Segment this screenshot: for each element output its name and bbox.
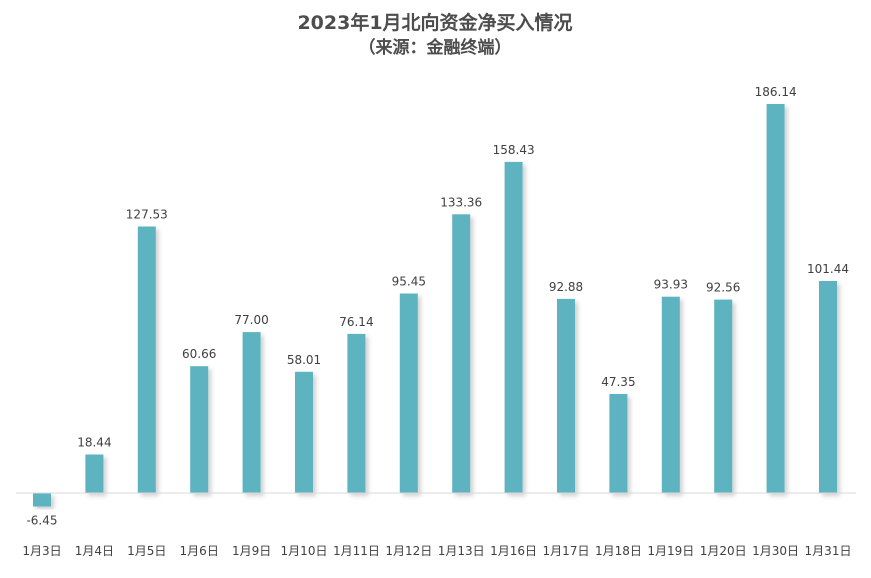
value-label-1月12日: 95.45 bbox=[392, 275, 426, 289]
bar-1月17日 bbox=[557, 298, 575, 493]
value-label-1月18日: 47.35 bbox=[601, 375, 635, 389]
value-label-1月17日: 92.88 bbox=[549, 280, 583, 294]
value-label-1月11日: 76.14 bbox=[339, 315, 373, 329]
chart-subtitle: （来源：金融终端） bbox=[359, 37, 512, 58]
x-tick-labels-group: 1月3日 1月4日 1月5日 1月6日 1月9日 1月10日 1月11日 1月12日 1月13日… bbox=[22, 544, 851, 558]
bar-1月16日 bbox=[504, 161, 523, 493]
value-label-1月30日: 186.14 bbox=[755, 85, 797, 99]
x-tick-label-1月9日: 1月9日 bbox=[232, 544, 271, 558]
chart-title: 2023年1月北向资金净买入情况 bbox=[297, 11, 572, 34]
x-tick-label-1月16日: 1月16日 bbox=[490, 544, 537, 558]
bar-1月11日 bbox=[347, 333, 366, 493]
bar-1月30日 bbox=[766, 104, 785, 493]
bar-1月5日 bbox=[137, 226, 156, 493]
bars-group bbox=[33, 104, 837, 507]
bar-1月12日 bbox=[399, 293, 418, 493]
bar-1月20日 bbox=[714, 299, 733, 493]
x-tick-label-1月30日: 1月30日 bbox=[752, 544, 799, 558]
bar-1月19日 bbox=[661, 296, 680, 493]
x-tick-label-1月18日: 1月18日 bbox=[595, 544, 642, 558]
value-label-1月20日: 92.56 bbox=[706, 281, 740, 295]
value-label-1月31日: 101.44 bbox=[807, 262, 849, 276]
x-tick-label-1月17日: 1月17日 bbox=[543, 544, 590, 558]
value-label-1月4日: 18.44 bbox=[77, 436, 111, 450]
bar-1月9日 bbox=[242, 332, 261, 493]
value-label-1月6日: 60.66 bbox=[182, 347, 216, 361]
value-label-1月16日: 158.43 bbox=[493, 143, 535, 157]
x-tick-label-1月3日: 1月3日 bbox=[22, 544, 61, 558]
x-tick-label-1月6日: 1月6日 bbox=[180, 544, 219, 558]
x-tick-label-1月4日: 1月4日 bbox=[75, 544, 114, 558]
x-tick-label-1月20日: 1月20日 bbox=[700, 544, 747, 558]
value-label-1月19日: 93.93 bbox=[654, 278, 688, 292]
bar-1月18日 bbox=[609, 394, 628, 493]
bar-1月4日 bbox=[85, 454, 104, 493]
x-tick-label-1月13日: 1月13日 bbox=[438, 544, 485, 558]
bar-1月3日 bbox=[33, 493, 51, 507]
bar-1月31日 bbox=[819, 281, 837, 493]
value-label-1月5日: 127.53 bbox=[126, 208, 168, 222]
x-tick-label-1月19日: 1月19日 bbox=[647, 544, 694, 558]
bar-1月6日 bbox=[190, 366, 209, 493]
bar-1月10日 bbox=[295, 371, 313, 493]
value-label-1月9日: 77.00 bbox=[234, 313, 268, 327]
value-label-1月13日: 133.36 bbox=[440, 195, 482, 209]
x-tick-label-1月5日: 1月5日 bbox=[127, 544, 166, 558]
value-label-1月10日: 58.01 bbox=[287, 353, 321, 367]
x-tick-label-1月31日: 1月31日 bbox=[805, 544, 852, 558]
x-tick-label-1月12日: 1月12日 bbox=[385, 544, 432, 558]
x-tick-label-1月10日: 1月10日 bbox=[281, 544, 328, 558]
bar-1月13日 bbox=[452, 214, 471, 494]
value-labels-group: -6.45 18.44 127.53 60.66 77.00 58.01 76.14 95.4… bbox=[26, 85, 849, 528]
value-label-1月3日: -6.45 bbox=[26, 514, 57, 528]
x-tick-label-1月11日: 1月11日 bbox=[333, 544, 380, 558]
